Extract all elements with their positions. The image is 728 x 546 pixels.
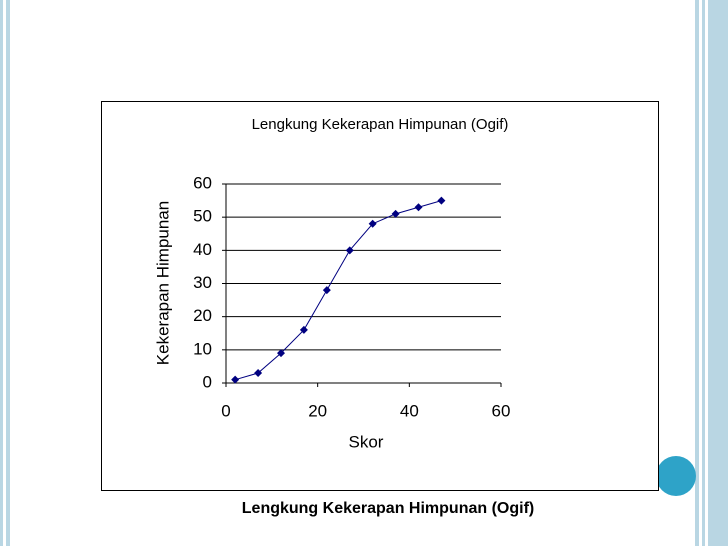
right-band — [708, 0, 728, 546]
chart-frame — [101, 101, 659, 491]
y-tick-label: 30 — [193, 273, 212, 292]
data-point — [322, 286, 331, 295]
y-tick-label: 50 — [193, 207, 212, 226]
data-point — [299, 325, 308, 334]
y-tick-label: 40 — [193, 240, 212, 259]
y-tick-label: 20 — [193, 306, 212, 325]
y-tick-label: 60 — [193, 173, 212, 192]
data-point — [414, 203, 423, 212]
left-stripe — [6, 0, 10, 546]
y-axis-label: Kekerapan Himpunan — [153, 201, 172, 365]
y-tick-label: 10 — [193, 339, 212, 358]
caption: Lengkung Kekerapan Himpunan (Ogif) — [242, 500, 534, 517]
data-point — [254, 369, 263, 378]
y-tick-label: 0 — [203, 372, 212, 391]
slide-circle — [656, 456, 696, 496]
x-axis-label: Skor — [349, 432, 384, 451]
data-point — [345, 246, 354, 255]
data-point — [277, 349, 285, 358]
data-point — [391, 209, 400, 218]
x-tick-label: 20 — [308, 401, 327, 420]
data-line — [235, 200, 442, 381]
data-point — [368, 219, 377, 228]
data-point — [437, 196, 446, 205]
left-stripe — [0, 0, 3, 546]
x-tick-label: 40 — [400, 401, 419, 420]
right-stripe — [702, 0, 705, 546]
right-stripe — [695, 0, 699, 546]
data-point — [231, 375, 240, 384]
x-tick-label: 60 — [492, 401, 511, 420]
chart-title: Lengkung Kekerapan Himpunan (Ogif) — [252, 116, 509, 133]
x-tick-label: 0 — [221, 401, 230, 420]
